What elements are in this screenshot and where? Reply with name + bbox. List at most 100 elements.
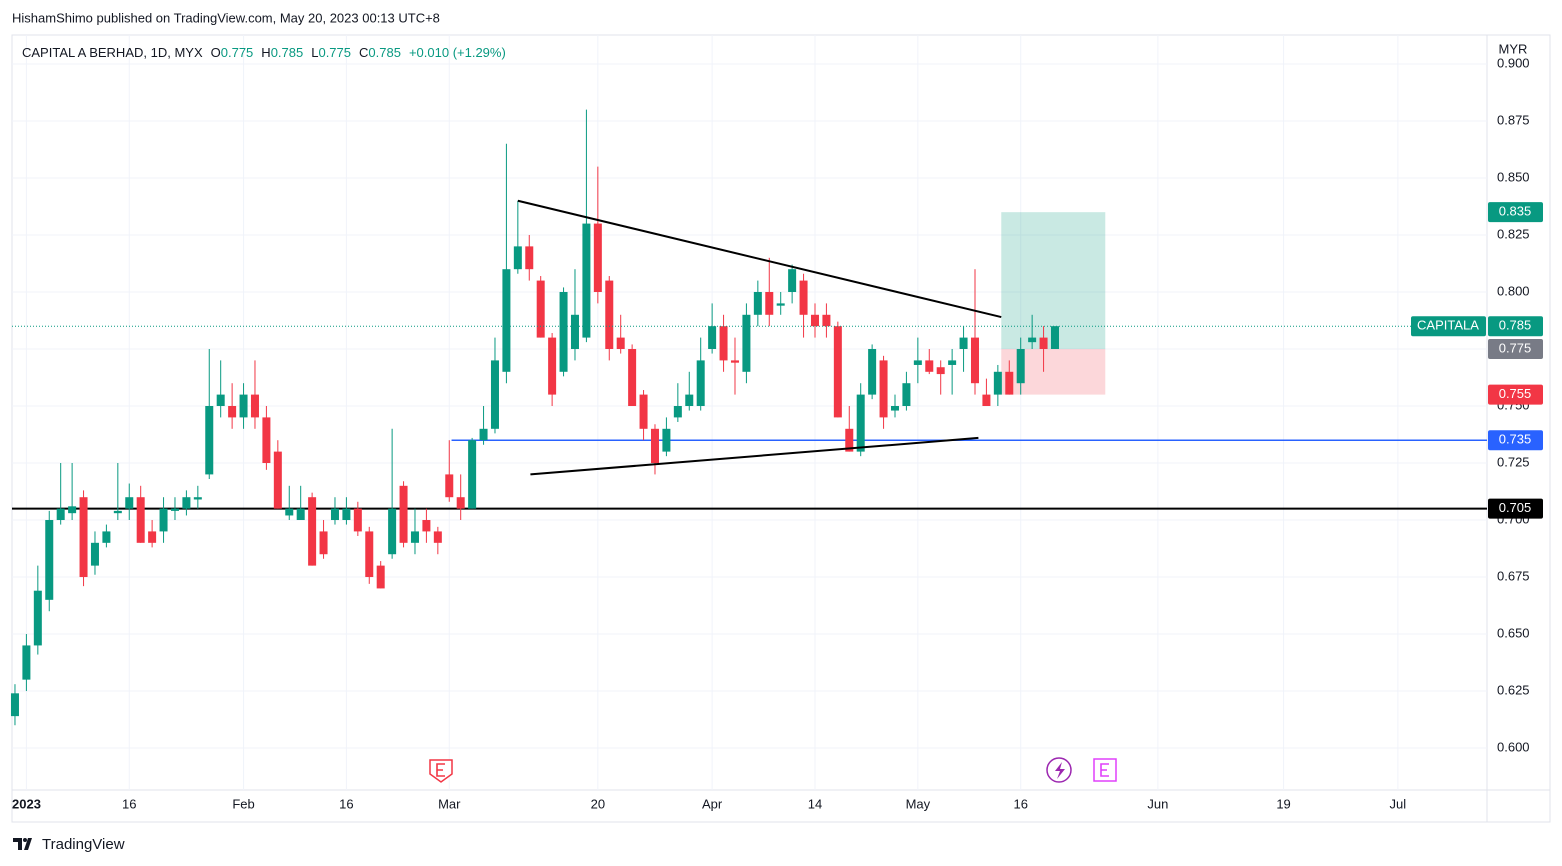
price-label: 0.755	[1499, 386, 1532, 401]
candle-body	[959, 337, 968, 349]
candle-body	[662, 428, 671, 452]
candle-body	[548, 337, 557, 395]
x-tick-label: 14	[808, 796, 822, 811]
price-label: 0.785	[1499, 318, 1532, 333]
candle-body	[616, 337, 625, 349]
candle-body	[856, 394, 865, 452]
candle-body	[525, 246, 534, 270]
x-tick-label: Mar	[438, 796, 461, 811]
candle-body	[742, 314, 751, 372]
candle-body	[262, 417, 271, 464]
x-tick-label: 2023	[12, 796, 41, 811]
candle-body	[33, 590, 42, 646]
candle-body	[148, 531, 157, 543]
candle-body	[159, 508, 168, 532]
candle-body	[479, 428, 488, 441]
candle-body	[205, 406, 214, 475]
price-label-box	[1488, 498, 1543, 519]
x-tick-label: Apr	[702, 796, 723, 811]
candle-body	[1016, 348, 1025, 384]
candle-body	[456, 497, 465, 509]
candle-body	[902, 383, 911, 407]
candle-body	[228, 406, 237, 418]
legend-item: L	[311, 45, 318, 60]
candle-body	[605, 280, 614, 349]
price-label-box	[1488, 202, 1543, 223]
y-tick-label: 0.725	[1497, 454, 1530, 469]
y-tick-label: 0.850	[1497, 169, 1530, 184]
candle-body	[730, 360, 739, 363]
candle-body	[833, 326, 842, 418]
candle-body	[593, 223, 602, 292]
candle-body	[319, 531, 328, 555]
legend-item: +0.010 (+1.29%)	[409, 45, 506, 60]
candle-body	[296, 508, 305, 521]
candle-body	[765, 291, 774, 315]
x-tick-label: 16	[122, 796, 136, 811]
candle-body	[388, 508, 397, 555]
candle-body	[250, 394, 259, 418]
candle-body	[776, 303, 785, 306]
x-tick-label: May	[906, 796, 931, 811]
candle-body	[879, 360, 888, 418]
candle-body	[822, 314, 831, 327]
candle-body	[650, 428, 659, 464]
currency: MYR	[1499, 41, 1528, 56]
candle-body	[993, 371, 1002, 395]
candle-body	[536, 280, 545, 338]
header-title: HishamShimo published on TradingView.com…	[12, 10, 440, 25]
candle-body	[239, 394, 248, 418]
candle-body	[673, 406, 682, 418]
x-tick-label: 20	[591, 796, 605, 811]
legend-item: 0.785	[368, 45, 401, 60]
event-dividend[interactable]	[1046, 757, 1072, 783]
candle-body	[982, 394, 991, 407]
candle-body	[10, 693, 19, 717]
candle-body	[308, 497, 317, 566]
candle-body	[422, 520, 431, 532]
candle-body	[113, 510, 122, 514]
event-earnings[interactable]	[429, 759, 453, 783]
y-tick-label: 0.650	[1497, 625, 1530, 640]
candle-body	[1039, 337, 1048, 349]
candle-body	[970, 337, 979, 384]
price-label-box	[1488, 384, 1543, 405]
y-tick-label: 0.825	[1497, 226, 1530, 241]
candle-body	[170, 508, 179, 511]
candle-body	[445, 474, 454, 498]
candle-body	[913, 360, 922, 365]
candle-body	[410, 531, 419, 543]
plot	[10, 35, 1487, 790]
y-tick-label: 0.675	[1497, 568, 1530, 583]
symbol-label-box	[1411, 316, 1486, 337]
price-label-box	[1488, 316, 1543, 337]
candle-body	[216, 394, 225, 407]
candle-body	[365, 531, 374, 578]
candle-body	[285, 508, 294, 516]
event-earnings[interactable]	[1093, 758, 1117, 782]
legend-item: CAPITAL A BERHAD, 1D, MYX	[22, 45, 203, 60]
candle-body	[513, 246, 522, 270]
candle-body	[342, 508, 351, 521]
legend-item: H	[261, 45, 270, 60]
candle-body	[490, 360, 499, 429]
price-label-box	[1488, 430, 1543, 451]
legend: CAPITAL A BERHAD, 1D, MYX O0.775 H0.785 L0.…	[22, 45, 506, 60]
candle-body	[936, 367, 945, 375]
x-tick-label: Jul	[1390, 796, 1407, 811]
candle-body	[810, 314, 819, 327]
brand-logo	[13, 838, 32, 850]
candle-body	[1028, 337, 1037, 343]
candle-body	[719, 326, 728, 361]
candle-body	[399, 485, 408, 543]
x-tick-label: Jun	[1147, 796, 1168, 811]
candle-body	[1005, 371, 1014, 395]
y-tick-label: 0.875	[1497, 112, 1530, 127]
x-tick-label: Feb	[232, 796, 254, 811]
candle-body	[925, 360, 934, 372]
y-tick-label: 0.600	[1497, 739, 1530, 754]
candle-body	[68, 506, 77, 514]
candle-body	[433, 531, 442, 543]
candle-body	[890, 406, 899, 411]
candle-body	[90, 542, 99, 566]
